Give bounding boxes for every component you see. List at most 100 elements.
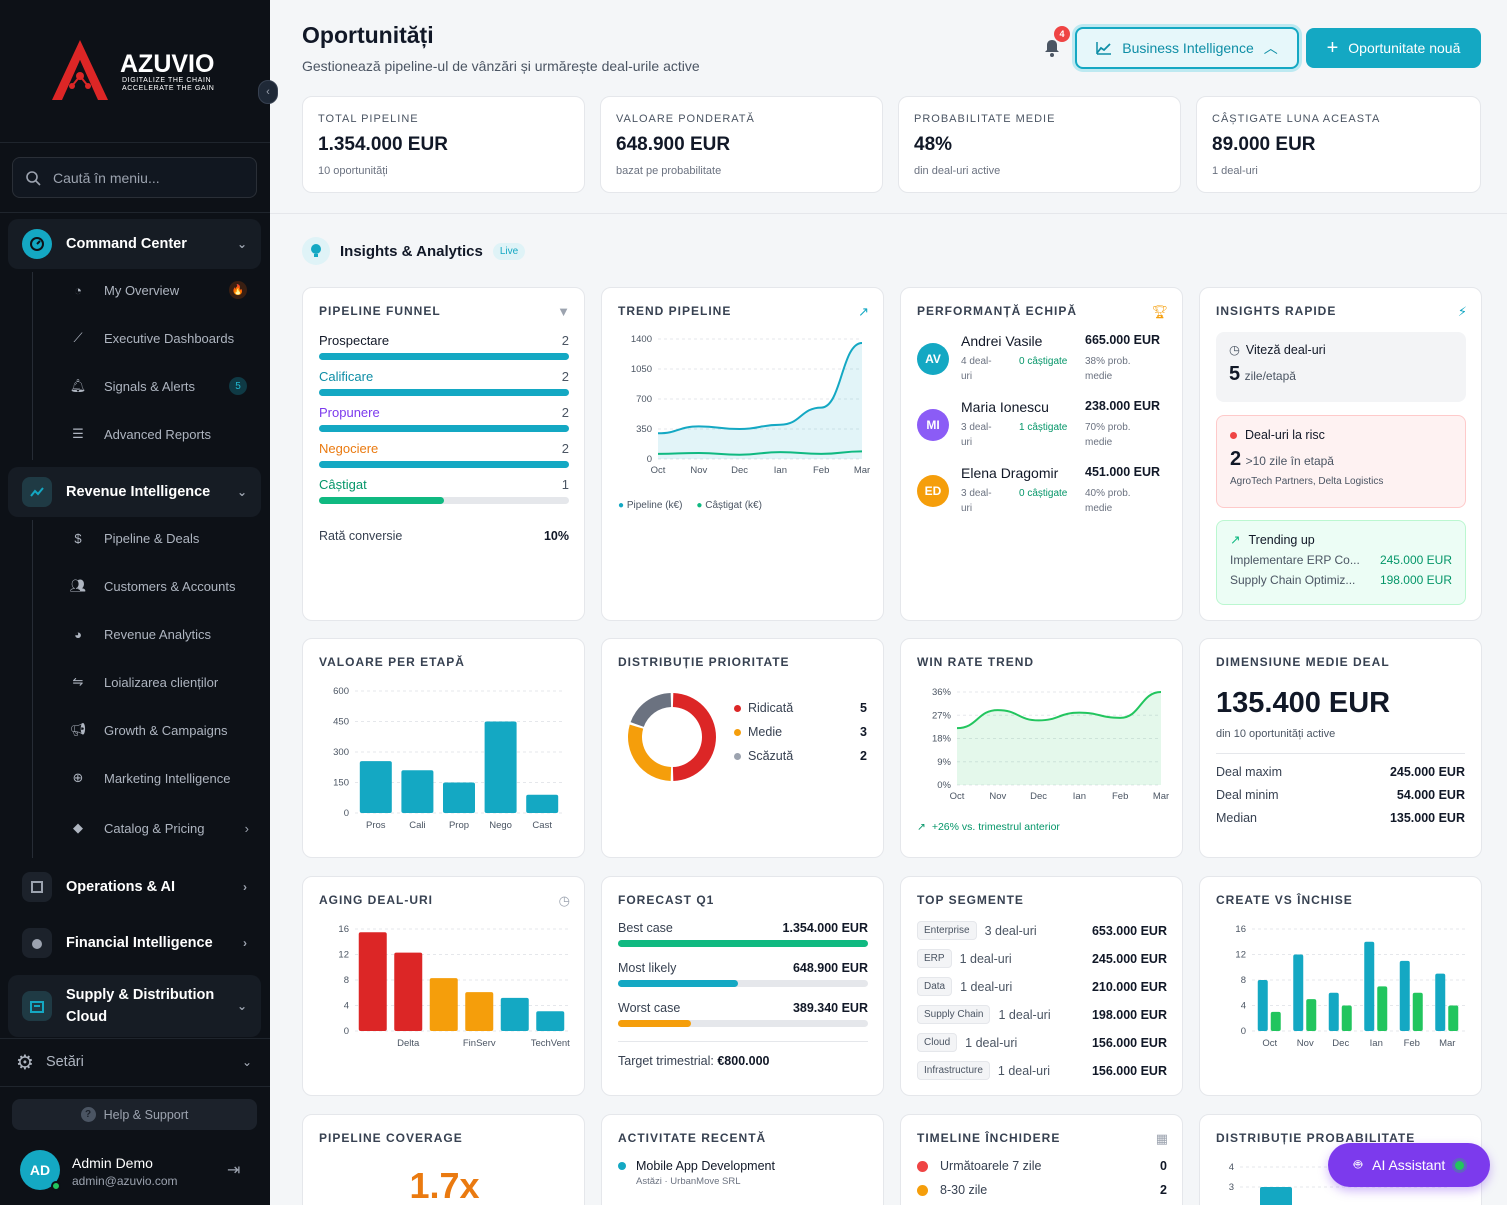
ai-assistant-button[interactable]: 🤖︎ AI Assistant: [1328, 1143, 1490, 1187]
segment-row[interactable]: Supply Chain 1 deal-uri 198.000 EUR: [917, 1005, 1167, 1024]
sidebar-collapse-button[interactable]: ‹: [258, 80, 278, 104]
segment-row[interactable]: Infrastructure 1 deal-uri 156.000 EUR: [917, 1061, 1167, 1080]
funnel-stage-row[interactable]: Propunere 2: [319, 405, 569, 432]
avg-deal-row: Median 135.000 EUR: [1216, 811, 1465, 825]
bar: [500, 997, 529, 1031]
x-tick-label: Nego: [489, 820, 512, 831]
sidebar-item-loyalty[interactable]: ⇋ Loializarea clienților: [70, 669, 255, 695]
dashboard-icon: [22, 229, 52, 259]
nav-group-label-line2: Cloud: [66, 1009, 108, 1025]
user-email: admin@azuvio.com: [72, 1174, 178, 1188]
donut-slice: [672, 693, 717, 781]
x-tick-label: Feb: [1112, 791, 1128, 802]
sidebar-item-customers-accounts[interactable]: 👥︎ Customers & Accounts: [70, 573, 255, 599]
divider: [0, 142, 270, 143]
target-icon: ⊕: [72, 770, 84, 785]
sidebar-item-growth-campaigns[interactable]: 📢︎ Growth & Campaigns: [70, 717, 255, 743]
x-tick-label: Prop: [449, 820, 469, 831]
kpi-label: TOTAL PIPELINE: [318, 113, 419, 125]
nav-group-operations-ai[interactable]: Operations & AI ›: [8, 862, 261, 912]
member-won: 1 câștigate: [1019, 422, 1068, 433]
settings-item[interactable]: ⚙ Setări ⌄: [16, 1050, 256, 1074]
legend-dot: [734, 728, 741, 736]
team-member-row[interactable]: ED Elena Dragomir 3 deal-uri 0 câștigate…: [917, 465, 1172, 527]
logout-icon[interactable]: ⇥: [227, 1162, 241, 1179]
card-title: DISTRIBUȚIE PRIORITATE: [618, 655, 790, 669]
x-tick-label: Oct: [651, 465, 666, 476]
funnel-stage-row[interactable]: Câștigat 1: [319, 477, 569, 504]
legend-dot: [734, 704, 741, 712]
x-tick-label: Ian: [774, 465, 787, 476]
timeline-row: Următoarele 7 zile 0: [917, 1159, 1167, 1173]
activity-item[interactable]: Mobile App Development Astăzi · UrbanMove…: [618, 1159, 775, 1187]
card-title: INSIGHTS RAPIDE: [1216, 304, 1337, 318]
y-tick-label: 0: [344, 1026, 349, 1037]
y-tick-label: 600: [333, 686, 349, 697]
segment-row[interactable]: Enterprise 3 deal-uri 653.000 EUR: [917, 921, 1167, 940]
y-tick-label: 4: [1241, 1001, 1246, 1012]
sidebar-item-executive-dashboards[interactable]: ⟋ Executive Dashboards: [70, 325, 255, 351]
trending-row[interactable]: Implementare ERP Co... 245.000 EUR: [1230, 553, 1452, 567]
team-member-row[interactable]: AV Andrei Vasile 4 deal-uri 0 câștigate …: [917, 333, 1172, 395]
bar: [1448, 1005, 1459, 1031]
trending-row[interactable]: Supply Chain Optimiz... 198.000 EUR: [1230, 573, 1452, 587]
funnel-stage-bar: [319, 353, 569, 360]
bar: [359, 761, 392, 813]
kpi-sub: din deal-uri active: [914, 165, 1001, 177]
sidebar-item-label: Catalog & Pricing: [104, 820, 205, 836]
avatar: ED: [917, 475, 949, 507]
risk-value: 2: [1230, 448, 1242, 470]
nav-group-financial-intelligence[interactable]: Financial Intelligence ›: [8, 918, 261, 968]
segment-value: 156.000 EUR: [1091, 1035, 1167, 1050]
new-opportunity-button[interactable]: + Oportunitate nouă: [1306, 28, 1481, 68]
sidebar-item-revenue-analytics[interactable]: ◕ Revenue Analytics: [70, 621, 255, 647]
member-won: 0 câștigate: [1019, 356, 1068, 367]
trending-up-box: ↗ Trending up Implementare ERP Co... 245.0…: [1216, 520, 1466, 605]
funnel-stage-row[interactable]: Prospectare 2: [319, 333, 569, 360]
segment-row[interactable]: Data 1 deal-uri 210.000 EUR: [917, 977, 1167, 996]
bar: [1377, 986, 1388, 1031]
forecast-row: Best case 1.354.000 EUR: [618, 921, 868, 947]
forecast-bar: [618, 940, 868, 947]
avatar[interactable]: AD: [20, 1150, 60, 1190]
segment-row[interactable]: Cloud 1 deal-uri 156.000 EUR: [917, 1033, 1167, 1052]
segment-row[interactable]: ERP 1 deal-uri 245.000 EUR: [917, 949, 1167, 968]
sidebar-item-my-overview[interactable]: ◔ My Overview 🔥: [70, 277, 255, 303]
team-member-row[interactable]: MI Maria Ionescu 3 deal-uri 1 câștigate …: [917, 399, 1172, 461]
trend-legend: ● Pipeline (k€) ● Câștigat (k€): [618, 500, 762, 511]
help-support-button[interactable]: ? Help & Support: [12, 1099, 257, 1130]
page-subtitle: Gestionează pipeline-ul de vânzări și ur…: [302, 58, 700, 74]
bar: [394, 952, 423, 1031]
azuvio-logo[interactable]: AZUVIO DIGITALIZE THE CHAIN ACCELERATE T…: [48, 38, 228, 104]
card-title: PIPELINE FUNNEL: [319, 304, 441, 318]
help-icon: ?: [80, 1107, 96, 1122]
insights-header: Insights & Analytics Live: [302, 237, 526, 265]
sidebar-item-advanced-reports[interactable]: ☰ Advanced Reports: [70, 421, 255, 447]
nav-group-revenue-intelligence[interactable]: Revenue Intelligence ⌄: [8, 467, 261, 517]
y-tick-label: 0%: [937, 780, 951, 791]
notifications-bell-icon[interactable]: [1040, 36, 1064, 60]
new-opportunity-label: Oportunitate nouă: [1348, 40, 1461, 56]
kpi-label: CÂȘTIGATE LUNA ACEASTA: [1212, 113, 1381, 125]
sidebar-item-marketing-intelligence[interactable]: ⊕ Marketing Intelligence: [70, 765, 255, 791]
sidebar-item-catalog-pricing[interactable]: ◆ Catalog & Pricing ›: [70, 815, 255, 841]
segment-tag: ERP: [917, 949, 952, 968]
avg-deal-sub: din 10 oportunități active: [1216, 728, 1336, 740]
funnel-stage-row[interactable]: Negociere 2: [319, 441, 569, 468]
segment-deals: 1 deal-uri: [960, 979, 1013, 994]
alerts-count-badge: 5: [229, 377, 247, 395]
brand-name: AZUVIO: [120, 50, 214, 78]
funnel-stage-row[interactable]: Calificare 2: [319, 369, 569, 396]
business-intelligence-button[interactable]: Business Intelligence ︿: [1075, 27, 1299, 69]
chevron-right-icon: ›: [243, 936, 247, 950]
segment-value: 210.000 EUR: [1091, 979, 1167, 994]
filter-icon[interactable]: ▼: [557, 304, 570, 319]
sidebar-item-signals-alerts[interactable]: 🔔︎ Signals & Alerts 5: [70, 373, 255, 399]
nav-group-command-center[interactable]: Command Center ⌄: [8, 219, 261, 269]
menu-search-input[interactable]: Caută în meniu...: [12, 157, 257, 198]
kpi-card-total-pipeline: TOTAL PIPELINE 1.354.000 EUR 10 oportunită…: [302, 96, 585, 193]
stage-value-card: VALOARE PER ETAPĂ 0 150 300 450 600 Pros Cali P…: [302, 638, 585, 858]
sidebar-item-pipeline-deals[interactable]: $ Pipeline & Deals: [70, 525, 255, 551]
report-icon: ☰: [72, 426, 84, 441]
nav-group-supply-distribution[interactable]: Supply & Distribution Cloud ⌄: [8, 975, 261, 1037]
